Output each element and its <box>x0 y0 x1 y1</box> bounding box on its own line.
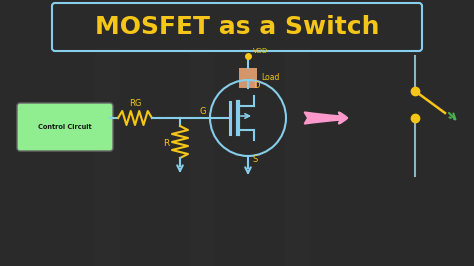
Bar <box>95 0 120 266</box>
Text: G: G <box>200 107 206 117</box>
Bar <box>239 68 257 88</box>
Text: S: S <box>253 156 258 164</box>
Text: RG: RG <box>129 99 141 108</box>
Text: VDD: VDD <box>253 48 268 54</box>
Text: D: D <box>253 81 259 89</box>
Text: MOSFET as a Switch: MOSFET as a Switch <box>95 15 379 39</box>
FancyBboxPatch shape <box>52 3 422 51</box>
Bar <box>190 0 215 266</box>
Text: Control Circuit: Control Circuit <box>38 124 92 130</box>
FancyBboxPatch shape <box>17 103 113 151</box>
Text: Load: Load <box>261 73 279 82</box>
Text: R: R <box>163 139 169 148</box>
Bar <box>285 0 310 266</box>
